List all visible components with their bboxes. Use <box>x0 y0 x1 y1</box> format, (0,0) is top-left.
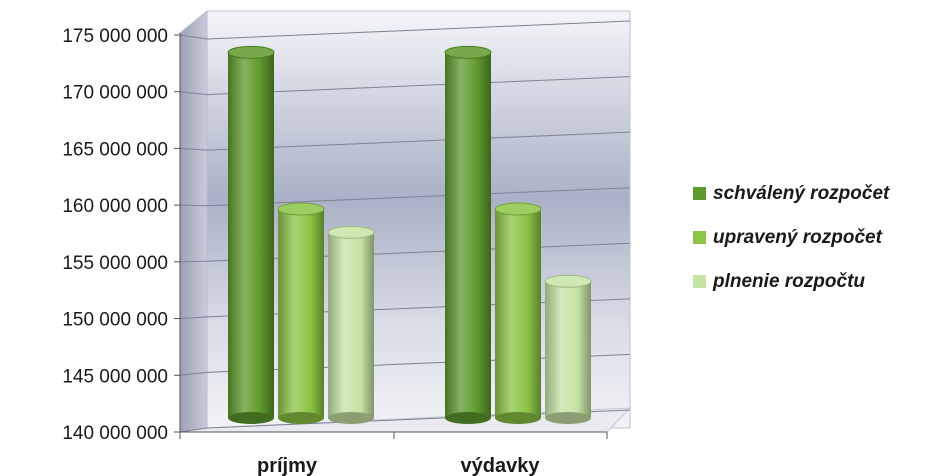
y-tick-label: 175 000 000 <box>62 26 168 47</box>
bar <box>327 225 375 424</box>
gridline <box>206 76 631 96</box>
bar-base <box>445 412 491 424</box>
bars <box>227 45 592 424</box>
bar-top <box>227 45 275 59</box>
bar <box>494 202 542 424</box>
legend-swatch <box>693 275 706 288</box>
y-axis: 140 000 000 145 000 000 150 000 000 155 000… <box>62 26 181 444</box>
bar <box>544 274 592 424</box>
x-tick-label: výdavky <box>461 455 541 476</box>
y-tick-label: 155 000 000 <box>62 253 168 274</box>
bar-body <box>278 209 324 418</box>
y-tick-label: 170 000 000 <box>62 83 168 104</box>
bar-body <box>228 52 274 418</box>
y-tick-label: 150 000 000 <box>62 310 168 331</box>
gridline-side <box>179 316 208 320</box>
gridline-side <box>179 260 208 263</box>
bar <box>277 202 325 424</box>
legend-item: upravený rozpočet <box>693 227 883 248</box>
y-tick-label: 140 000 000 <box>62 423 168 444</box>
plot-walls <box>179 9 632 433</box>
gridline-side <box>179 204 208 207</box>
gridline-side <box>179 427 208 433</box>
bar-body <box>495 209 541 418</box>
legend-swatch <box>693 187 706 200</box>
bar <box>444 45 492 424</box>
x-axis: príjmy výdavky <box>179 431 608 476</box>
bar-top <box>544 274 592 288</box>
legend: schválený rozpočet upravený rozpočet plnen… <box>693 183 890 292</box>
bar-top <box>444 45 492 59</box>
legend-label: plnenie rozpočtu <box>712 271 865 292</box>
gridline <box>206 242 631 262</box>
legend-label: schválený rozpočet <box>713 183 890 204</box>
bar-base <box>328 412 374 424</box>
legend-swatch <box>693 231 706 244</box>
gridline-side <box>179 371 208 376</box>
bar-top <box>494 202 542 216</box>
y-tick-label: 165 000 000 <box>62 139 168 160</box>
gridline <box>206 131 631 151</box>
gridline <box>206 187 631 207</box>
bar-base <box>495 412 541 424</box>
bar-top <box>277 202 325 216</box>
bar-base <box>278 412 324 424</box>
bar-body <box>328 232 374 418</box>
legend-label: upravený rozpočet <box>713 227 883 248</box>
bar-base <box>228 412 274 424</box>
bar <box>227 45 275 424</box>
legend-item: plnenie rozpočtu <box>693 271 865 292</box>
gridline-side <box>179 147 208 151</box>
gridline-side <box>179 34 208 40</box>
x-tick-label: príjmy <box>257 455 318 476</box>
bar-body <box>545 281 591 418</box>
legend-item: schválený rozpočet <box>693 183 890 204</box>
bar-body <box>445 52 491 418</box>
bar-top <box>327 225 375 239</box>
y-tick-label: 160 000 000 <box>62 196 168 217</box>
gridline-side <box>179 91 208 96</box>
side-wall <box>179 9 208 433</box>
gridline <box>206 20 631 40</box>
bar-base <box>545 412 591 424</box>
y-tick-label: 145 000 000 <box>62 366 168 387</box>
